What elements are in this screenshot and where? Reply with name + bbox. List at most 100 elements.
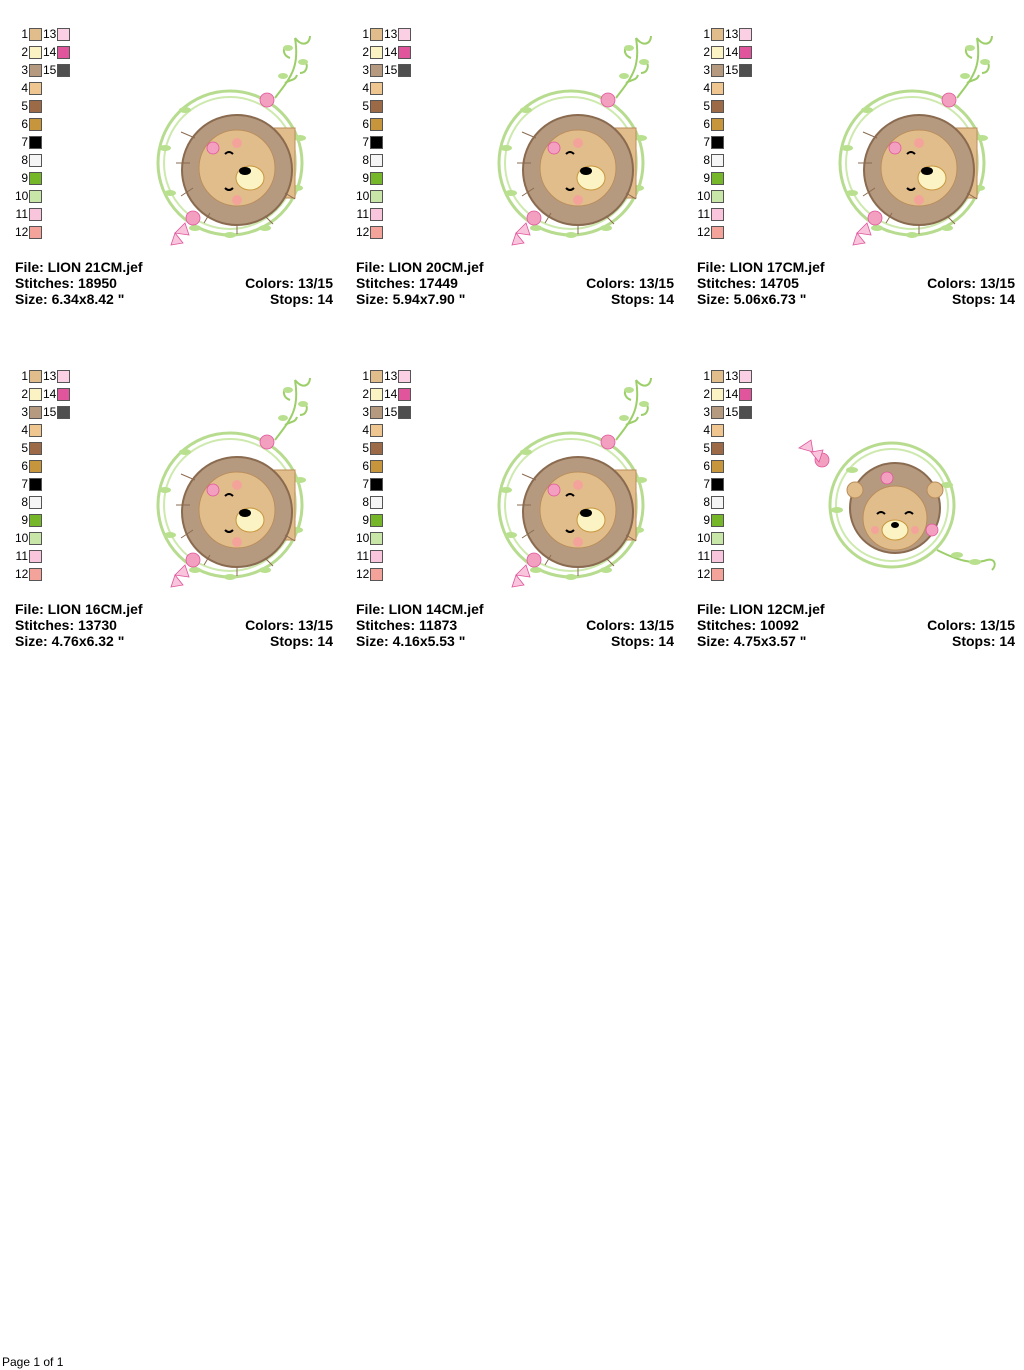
swatch-color-box <box>370 532 383 545</box>
design-card: 1 13 2 14 3 15 4 5 6 7 8 9 10 11 12 <box>15 370 333 670</box>
swatch-color-box <box>398 28 411 41</box>
swatch-color-box <box>57 388 70 401</box>
design-card: 1 13 2 14 3 15 4 5 6 7 8 9 10 11 12 File: LION 12CM.je… <box>697 370 1015 670</box>
swatch-color-box <box>370 514 383 527</box>
swatch-color-box <box>711 424 724 437</box>
design-size: Size: 5.94x7.90 " <box>356 291 466 307</box>
swatch-color-box <box>370 82 383 95</box>
swatch-color-box <box>711 460 724 473</box>
swatch-number: 4 <box>362 423 369 437</box>
swatch-color-box <box>29 406 42 419</box>
swatch-number: 14 <box>384 387 398 401</box>
swatch-number: 7 <box>703 135 710 149</box>
swatch-color-box <box>57 406 70 419</box>
swatch-color-box <box>370 568 383 581</box>
swatch-number: 14 <box>43 45 57 59</box>
stitch-count: Stitches: 17449 <box>356 275 458 291</box>
color-count: Colors: 13/15 <box>586 617 674 633</box>
color-count: Colors: 13/15 <box>586 275 674 291</box>
design-card: 1 13 2 14 3 15 4 5 6 7 8 9 10 11 12 <box>15 28 333 328</box>
swatch-number: 2 <box>362 387 369 401</box>
swatch-color-box <box>739 370 752 383</box>
swatch-color-box <box>370 118 383 131</box>
swatch-color-box <box>711 136 724 149</box>
swatch-color-box <box>711 172 724 185</box>
swatch-color-box <box>711 406 724 419</box>
swatch-color-box <box>370 388 383 401</box>
swatch-color-box <box>29 568 42 581</box>
swatch-number: 10 <box>356 531 370 545</box>
swatch-color-box <box>370 496 383 509</box>
swatch-number: 6 <box>362 459 369 473</box>
stop-count: Stops: 14 <box>269 291 333 307</box>
swatch-number: 9 <box>21 513 28 527</box>
swatch-color-box <box>398 64 411 77</box>
stitch-count: Stitches: 18950 <box>15 275 117 291</box>
swatch-number: 9 <box>703 171 710 185</box>
swatch-number: 6 <box>703 459 710 473</box>
design-preview <box>125 28 335 248</box>
swatch-color-box <box>370 172 383 185</box>
swatch-color-box <box>370 46 383 59</box>
swatch-color-box <box>711 208 724 221</box>
swatch-number: 2 <box>362 45 369 59</box>
swatch-number: 5 <box>21 99 28 113</box>
swatch-color-box <box>29 478 42 491</box>
swatch-number: 12 <box>15 225 29 239</box>
color-count: Colors: 13/15 <box>927 617 1015 633</box>
swatch-color-box <box>711 64 724 77</box>
swatch-color-box <box>29 514 42 527</box>
swatch-number: 14 <box>725 45 739 59</box>
swatch-number: 8 <box>21 495 28 509</box>
swatch-number: 15 <box>384 405 398 419</box>
swatch-number: 7 <box>21 477 28 491</box>
swatch-number: 8 <box>21 153 28 167</box>
swatch-color-box <box>57 370 70 383</box>
swatch-number: 5 <box>703 441 710 455</box>
swatch-number: 3 <box>21 63 28 77</box>
swatch-number: 3 <box>362 405 369 419</box>
file-name: File: LION 20CM.jef <box>356 259 484 275</box>
swatch-number: 12 <box>697 567 711 581</box>
swatch-number: 3 <box>362 63 369 77</box>
swatch-color-box <box>370 100 383 113</box>
swatch-color-box <box>370 370 383 383</box>
swatch-color-box <box>370 136 383 149</box>
swatch-number: 9 <box>362 171 369 185</box>
lion-design-image <box>497 35 652 246</box>
swatch-number: 1 <box>703 27 710 41</box>
swatch-color-box <box>370 190 383 203</box>
swatch-number: 2 <box>703 45 710 59</box>
lion-design-image <box>156 35 311 246</box>
swatch-number: 8 <box>703 153 710 167</box>
swatch-color-box <box>711 82 724 95</box>
swatch-number: 5 <box>703 99 710 113</box>
swatch-color-box <box>29 154 42 167</box>
page-footer: Page 1 of 1 <box>2 1355 64 1369</box>
swatch-number: 1 <box>703 369 710 383</box>
swatch-color-box <box>29 226 42 239</box>
swatch-number: 9 <box>21 171 28 185</box>
swatch-color-box <box>739 64 752 77</box>
design-preview <box>125 370 335 590</box>
design-size: Size: 4.16x5.53 " <box>356 633 466 649</box>
swatch-color-box <box>711 388 724 401</box>
swatch-number: 12 <box>356 225 370 239</box>
lion-design-image <box>497 377 652 588</box>
swatch-number: 11 <box>356 207 369 221</box>
swatch-color-box <box>29 46 42 59</box>
swatch-color-box <box>711 442 724 455</box>
swatch-number: 11 <box>356 549 369 563</box>
swatch-color-box <box>29 388 42 401</box>
swatch-number: 6 <box>703 117 710 131</box>
swatch-number: 10 <box>697 189 711 203</box>
swatch-number: 15 <box>384 63 398 77</box>
design-preview <box>466 28 676 248</box>
stitch-count: Stitches: 10092 <box>697 617 799 633</box>
swatch-color-box <box>370 208 383 221</box>
swatch-color-box <box>370 226 383 239</box>
swatch-color-box <box>711 118 724 131</box>
swatch-number: 10 <box>15 189 29 203</box>
swatch-number: 11 <box>15 207 28 221</box>
swatch-number: 14 <box>384 45 398 59</box>
